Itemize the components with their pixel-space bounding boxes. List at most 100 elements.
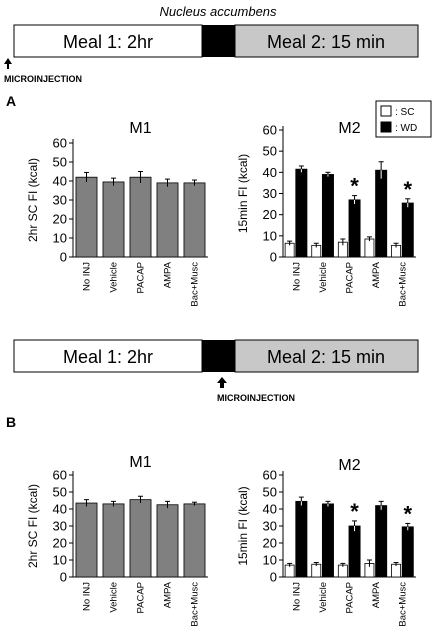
y-tick-label: 50	[53, 155, 67, 170]
y-tick-label: 0	[270, 250, 277, 265]
y-tick-label: 60	[263, 468, 277, 483]
significance-star: *	[403, 177, 412, 202]
chart-a-m1: M1 2hr SC FI (kcal) 0 10 20 30 40 50 60 No INJ Veh…	[26, 120, 208, 307]
y-tick-label: 50	[53, 485, 67, 500]
y-tick-label: 50	[263, 144, 277, 159]
legend-swatch-sc	[380, 105, 392, 117]
y-tick-label: 60	[263, 123, 277, 138]
meal1-label: Meal 1: 2hr	[63, 347, 153, 367]
legend-label-sc: : SC	[395, 107, 414, 118]
bar-sc	[337, 564, 348, 578]
bar-wd	[348, 199, 361, 258]
arrow-up-icon	[4, 58, 12, 69]
x-category-label: PACAP	[345, 582, 356, 614]
legend: : SC : WD	[375, 100, 432, 138]
y-tick-label: 30	[53, 193, 67, 208]
y-axis-label: 2hr SC FI (kcal)	[26, 158, 40, 242]
y-tick-label: 50	[263, 485, 277, 500]
x-category-label: Bac+Musc	[190, 262, 201, 307]
x-category-label: Bac+Musc	[190, 582, 201, 627]
y-axis-label: 15min FI (kcal)	[236, 486, 250, 565]
y-tick-label: 30	[263, 186, 277, 201]
y-tick-label: 10	[263, 228, 277, 243]
bar-wd	[375, 169, 388, 258]
bar-wd	[401, 202, 414, 258]
y-tick-label: 30	[263, 519, 277, 534]
y-tick-label: 10	[53, 231, 67, 246]
bar-sc	[391, 563, 401, 578]
significance-star: *	[350, 499, 359, 524]
y-tick-label: 60	[53, 468, 67, 483]
chart-title: M2	[338, 120, 360, 137]
x-category-label: PACAP	[345, 262, 356, 294]
timeline-2: Meal 1: 2hr Meal 2: 15 min MICROINJECTIO…	[13, 339, 419, 403]
x-category-label: AMPA	[163, 261, 174, 288]
bar-wd	[321, 503, 334, 578]
y-tick-label: 40	[263, 502, 277, 517]
meal2-box	[234, 339, 419, 373]
y-axis-label: 2hr SC FI (kcal)	[26, 484, 40, 568]
bar	[102, 503, 125, 578]
bar-sc	[311, 563, 322, 578]
bar-sc	[284, 564, 295, 578]
x-category-label: Vehicle	[318, 262, 329, 293]
bar-wd	[321, 174, 334, 258]
y-tick-label: 0	[60, 250, 67, 265]
x-category-label: No INJ	[82, 582, 93, 611]
x-category-label: AMPA	[163, 581, 174, 608]
legend-label-wd: : WD	[395, 123, 417, 134]
chart-title: M1	[129, 454, 151, 471]
charts: M1 2hr SC FI (kcal) 0 10 20 30 40 50 60 No INJ Veh…	[26, 120, 416, 627]
bar-wd	[348, 525, 361, 578]
x-category-label: Bac+Musc	[398, 582, 409, 627]
header-title: Nucleus accumbens	[159, 4, 277, 19]
bar-wd	[295, 168, 308, 258]
x-category-label: Bac+Musc	[398, 262, 409, 307]
x-category-label: No INJ	[291, 262, 302, 291]
bar	[75, 502, 98, 578]
meal2-label: Meal 2: 15 min	[267, 347, 385, 367]
injection-block	[202, 25, 235, 57]
y-tick-label: 20	[53, 536, 67, 551]
timeline-1: Meal 1: 2hr Meal 2: 15 min MICROINJECTIO…	[4, 24, 419, 84]
y-axis-label: 15min FI (kcal)	[236, 154, 250, 233]
meal2-label: Meal 2: 15 min	[267, 32, 385, 52]
y-tick-label: 20	[263, 536, 277, 551]
y-tick-label: 60	[53, 136, 67, 151]
meal2-box	[234, 24, 419, 58]
chart-b-m1: M1 2hr SC FI (kcal) 0 10 20 30 40 50 60 No INJ Veh…	[26, 454, 208, 627]
y-tick-label: 10	[263, 553, 277, 568]
x-category-label: No INJ	[82, 262, 93, 291]
x-category-label: Vehicle	[109, 262, 120, 293]
significance-star: *	[350, 174, 359, 199]
bar	[102, 181, 125, 258]
bar	[129, 176, 152, 258]
panel-label-b: B	[6, 414, 16, 430]
x-category-label: Vehicle	[318, 582, 329, 613]
y-tick-label: 20	[263, 207, 277, 222]
y-tick-label: 20	[53, 212, 67, 227]
injection-label: MICROINJECTION	[217, 393, 295, 403]
bar	[156, 504, 179, 578]
bar-wd	[295, 500, 308, 578]
bar	[183, 182, 206, 258]
y-tick-label: 0	[270, 570, 277, 585]
chart-title: M2	[338, 457, 360, 474]
meal1-box	[13, 24, 203, 58]
y-tick-label: 40	[263, 165, 277, 180]
bar	[156, 182, 179, 258]
y-tick-label: 40	[53, 502, 67, 517]
x-category-label: AMPA	[371, 261, 382, 288]
y-tick-label: 30	[53, 519, 67, 534]
legend-swatch-wd	[380, 121, 392, 133]
arrow-up-icon	[217, 377, 227, 388]
meal1-box	[13, 339, 203, 373]
x-category-label: AMPA	[371, 581, 382, 608]
y-tick-label: 10	[53, 553, 67, 568]
y-tick-label: 0	[60, 570, 67, 585]
injection-block	[202, 340, 235, 372]
bar	[129, 499, 152, 578]
x-category-label: PACAP	[136, 262, 147, 294]
y-tick-label: 40	[53, 174, 67, 189]
